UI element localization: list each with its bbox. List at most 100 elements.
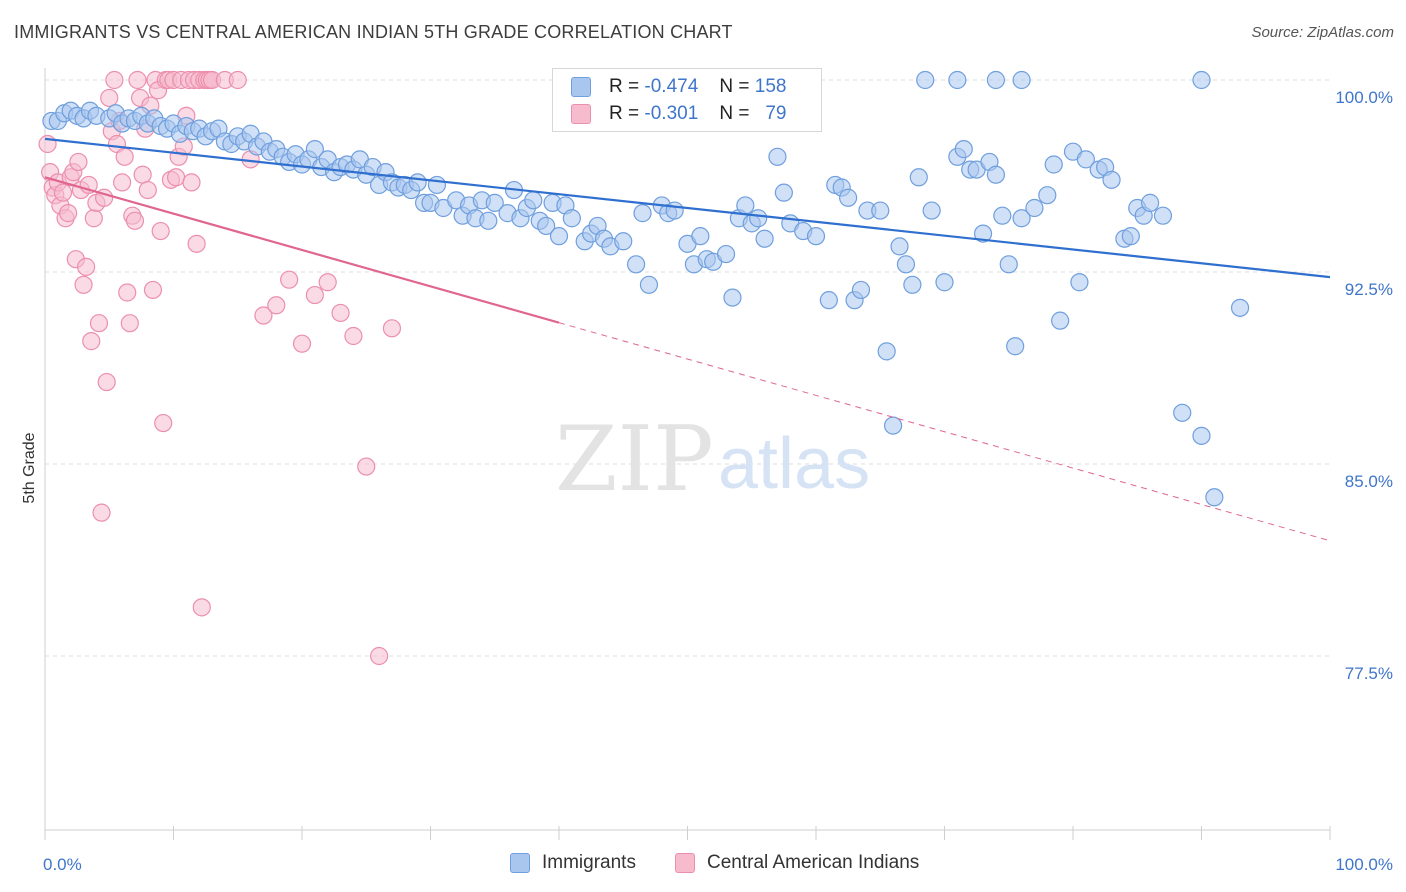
- data-point: [839, 188, 858, 207]
- tick-labels: 100.0% 92.5% 85.0% 77.5% 0.0% 100.0%: [43, 88, 1393, 874]
- n-label: N =: [719, 103, 750, 124]
- data-point: [986, 165, 1006, 184]
- series-central-american-indians: [38, 70, 402, 666]
- data-point: [280, 270, 299, 289]
- data-point: [357, 457, 376, 476]
- data-point: [344, 326, 363, 346]
- legend-swatch-pink: [675, 853, 695, 873]
- data-point: [723, 288, 742, 307]
- data-point: [896, 255, 916, 274]
- y-tick-label: 100.0%: [1335, 88, 1393, 107]
- data-point: [228, 70, 247, 90]
- data-point: [851, 280, 871, 300]
- data-point: [903, 275, 922, 294]
- data-point: [115, 147, 134, 166]
- data-point: [166, 168, 186, 187]
- legend-item-immigrants: Immigrants: [510, 852, 636, 874]
- data-point: [408, 173, 427, 192]
- data-point: [125, 211, 145, 230]
- data-point: [69, 152, 88, 172]
- data-point: [59, 204, 78, 223]
- stats-legend: R = -0.474 N = 158 R = -0.301 N = 79: [552, 68, 822, 132]
- n-value: 158: [754, 76, 787, 97]
- data-point: [1044, 155, 1063, 174]
- data-point: [53, 183, 73, 202]
- data-point: [128, 70, 147, 90]
- data-point: [537, 216, 556, 236]
- data-point: [1012, 70, 1031, 90]
- watermark: ZIP atlas: [555, 407, 870, 512]
- data-point: [254, 306, 273, 325]
- data-point: [1192, 426, 1211, 445]
- watermark-zip: ZIP: [555, 407, 714, 512]
- data-point: [267, 296, 286, 315]
- data-point: [890, 237, 909, 256]
- data-point: [1012, 209, 1031, 228]
- trend-line-extension: [558, 322, 1331, 542]
- data-point: [524, 191, 543, 210]
- data-point: [331, 303, 350, 323]
- data-point: [691, 227, 710, 246]
- data-point: [1140, 193, 1160, 212]
- data-point: [151, 221, 170, 241]
- data-point: [954, 140, 973, 159]
- source-label: Source: ZipAtlas.com: [1251, 24, 1394, 41]
- legend-row-immigrants: R = -0.474 N = 158: [571, 74, 786, 100]
- data-point: [143, 280, 163, 300]
- data-point: [118, 283, 137, 302]
- data-point: [89, 314, 109, 333]
- legend-swatch-pink: [571, 104, 591, 124]
- data-point: [38, 134, 57, 154]
- trend-line-central-american-indians: [44, 176, 560, 324]
- data-point: [1102, 170, 1121, 189]
- data-point: [192, 598, 211, 617]
- legend-item-central-american-indians: Central American Indians: [675, 852, 919, 874]
- x-tick-label: 0.0%: [43, 855, 82, 874]
- data-point: [154, 413, 173, 433]
- data-point: [74, 275, 93, 294]
- data-point: [999, 255, 1018, 274]
- data-point: [82, 332, 101, 351]
- legend-row-central-american-indians: R = -0.301 N = 79: [571, 101, 786, 127]
- data-point: [133, 165, 152, 184]
- data-point: [633, 204, 652, 223]
- data-point: [427, 175, 447, 195]
- n-label: N =: [719, 76, 750, 97]
- data-point: [639, 275, 659, 294]
- data-point: [626, 255, 646, 274]
- chart-title: IMMIGRANTS VS CENTRAL AMERICAN INDIAN 5T…: [14, 22, 733, 42]
- data-point: [973, 224, 993, 243]
- y-tick-label: 85.0%: [1345, 472, 1393, 491]
- data-point: [105, 70, 124, 90]
- data-point: [1192, 70, 1211, 90]
- data-point: [774, 183, 793, 202]
- data-point: [1121, 227, 1140, 246]
- data-point: [1070, 273, 1089, 292]
- r-label: R =: [609, 103, 640, 124]
- data-point: [182, 173, 201, 192]
- n-value: 79: [765, 103, 787, 124]
- legend-label: Immigrants: [542, 852, 636, 873]
- data-point: [1038, 186, 1057, 205]
- data-point: [1051, 311, 1070, 330]
- data-point: [549, 227, 569, 246]
- data-point: [993, 206, 1012, 225]
- data-point: [614, 232, 633, 251]
- data-point: [1025, 198, 1044, 218]
- bottom-legend: Immigrants Central American Indians: [0, 852, 1406, 878]
- trend-line-immigrants: [44, 137, 1331, 279]
- axes: [44, 68, 1331, 840]
- legend-label: Central American Indians: [707, 852, 920, 873]
- data-point: [305, 285, 324, 305]
- data-point: [138, 180, 157, 200]
- data-point: [806, 227, 826, 246]
- x-tick-label: 100.0%: [1335, 855, 1393, 874]
- data-point: [877, 342, 896, 361]
- y-tick-label: 92.5%: [1345, 280, 1393, 299]
- data-point: [1173, 403, 1192, 422]
- legend-swatch-blue: [571, 77, 591, 97]
- data-point: [479, 211, 498, 230]
- trend-lines: [44, 137, 1331, 542]
- data-point: [187, 234, 206, 253]
